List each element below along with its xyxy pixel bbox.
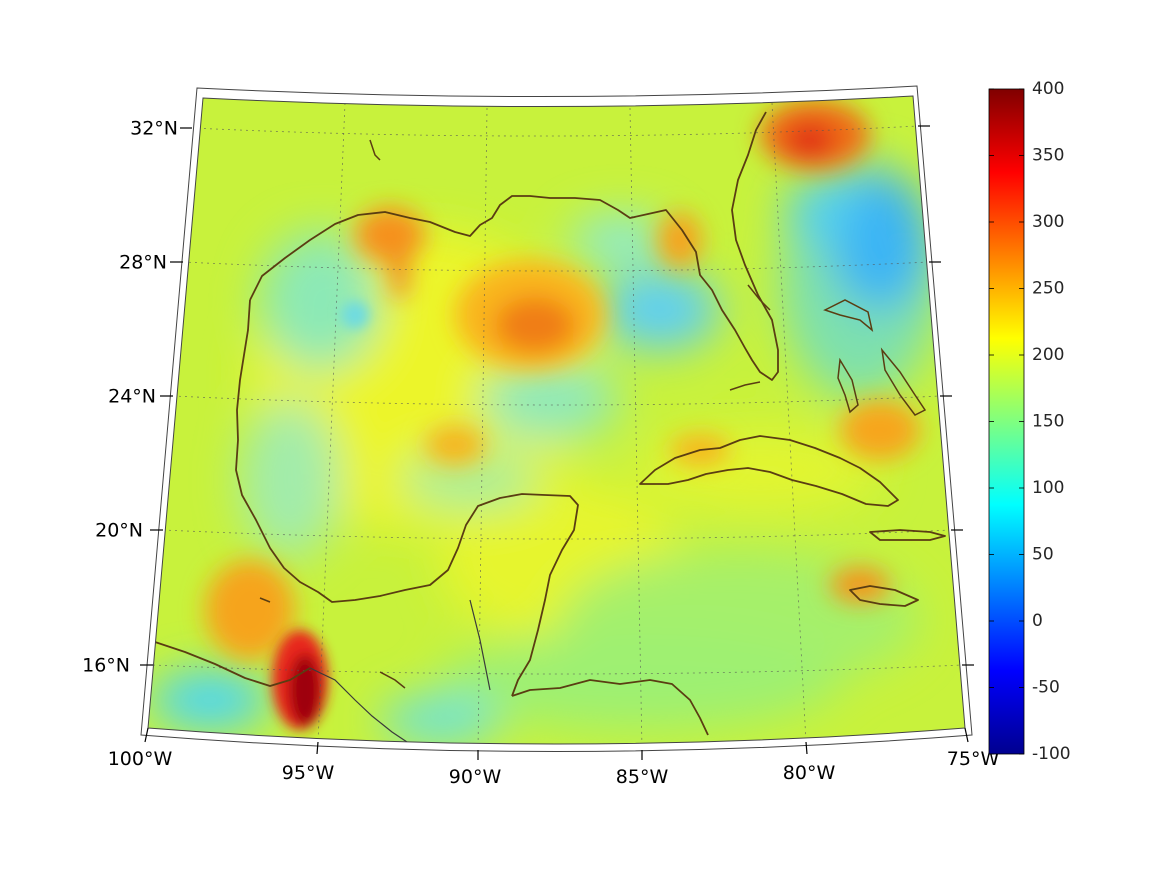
latitude-labels: 32°N 28°N 24°N 20°N 16°N xyxy=(82,118,178,677)
longitude-labels: 100°W 95°W 90°W 85°W 80°W 75°W xyxy=(108,748,1000,788)
lat-label-28n: 28°N xyxy=(119,252,167,274)
lon-label-85w: 85°W xyxy=(616,766,669,788)
map-frame xyxy=(140,85,974,760)
colorbar-tick-label: 200 xyxy=(1032,345,1064,365)
colorbar-tick-label: 150 xyxy=(1032,412,1064,432)
lon-label-90w: 90°W xyxy=(449,766,502,788)
graticule xyxy=(152,102,963,744)
coastlines xyxy=(154,111,946,736)
colorbar-gradient xyxy=(988,88,1025,755)
colorbar-tick-label: 100 xyxy=(1032,478,1064,498)
lon-label-75w: 75°W xyxy=(947,748,1000,770)
lat-label-20n: 20°N xyxy=(95,520,143,542)
colorbar-ticks: 400 350 300 250 200 150 100 50 0 -50 -100 xyxy=(989,79,1071,764)
lat-label-32n: 32°N xyxy=(130,118,178,140)
colorbar-tick-label: 400 xyxy=(1032,79,1064,99)
lon-label-100w: 100°W xyxy=(108,748,173,770)
colorbar-tick-label: 50 xyxy=(1032,545,1054,565)
lon-label-80w: 80°W xyxy=(783,762,836,784)
colorbar-tick-label: 350 xyxy=(1032,146,1064,166)
colorbar: 400 350 300 250 200 150 100 50 0 -50 -100 xyxy=(988,79,1071,764)
lon-label-95w: 95°W xyxy=(282,762,335,784)
colorbar-tick-label: 0 xyxy=(1032,611,1043,631)
colorbar-tick-label: -100 xyxy=(1032,744,1071,764)
borders xyxy=(309,599,491,744)
lat-label-16n: 16°N xyxy=(82,655,130,677)
data-field xyxy=(148,96,965,744)
lat-label-24n: 24°N xyxy=(108,386,156,408)
colorbar-tick-label: 250 xyxy=(1032,279,1064,299)
colorbar-tick-label: 300 xyxy=(1032,212,1064,232)
colorbar-tick-label: -50 xyxy=(1032,678,1060,698)
